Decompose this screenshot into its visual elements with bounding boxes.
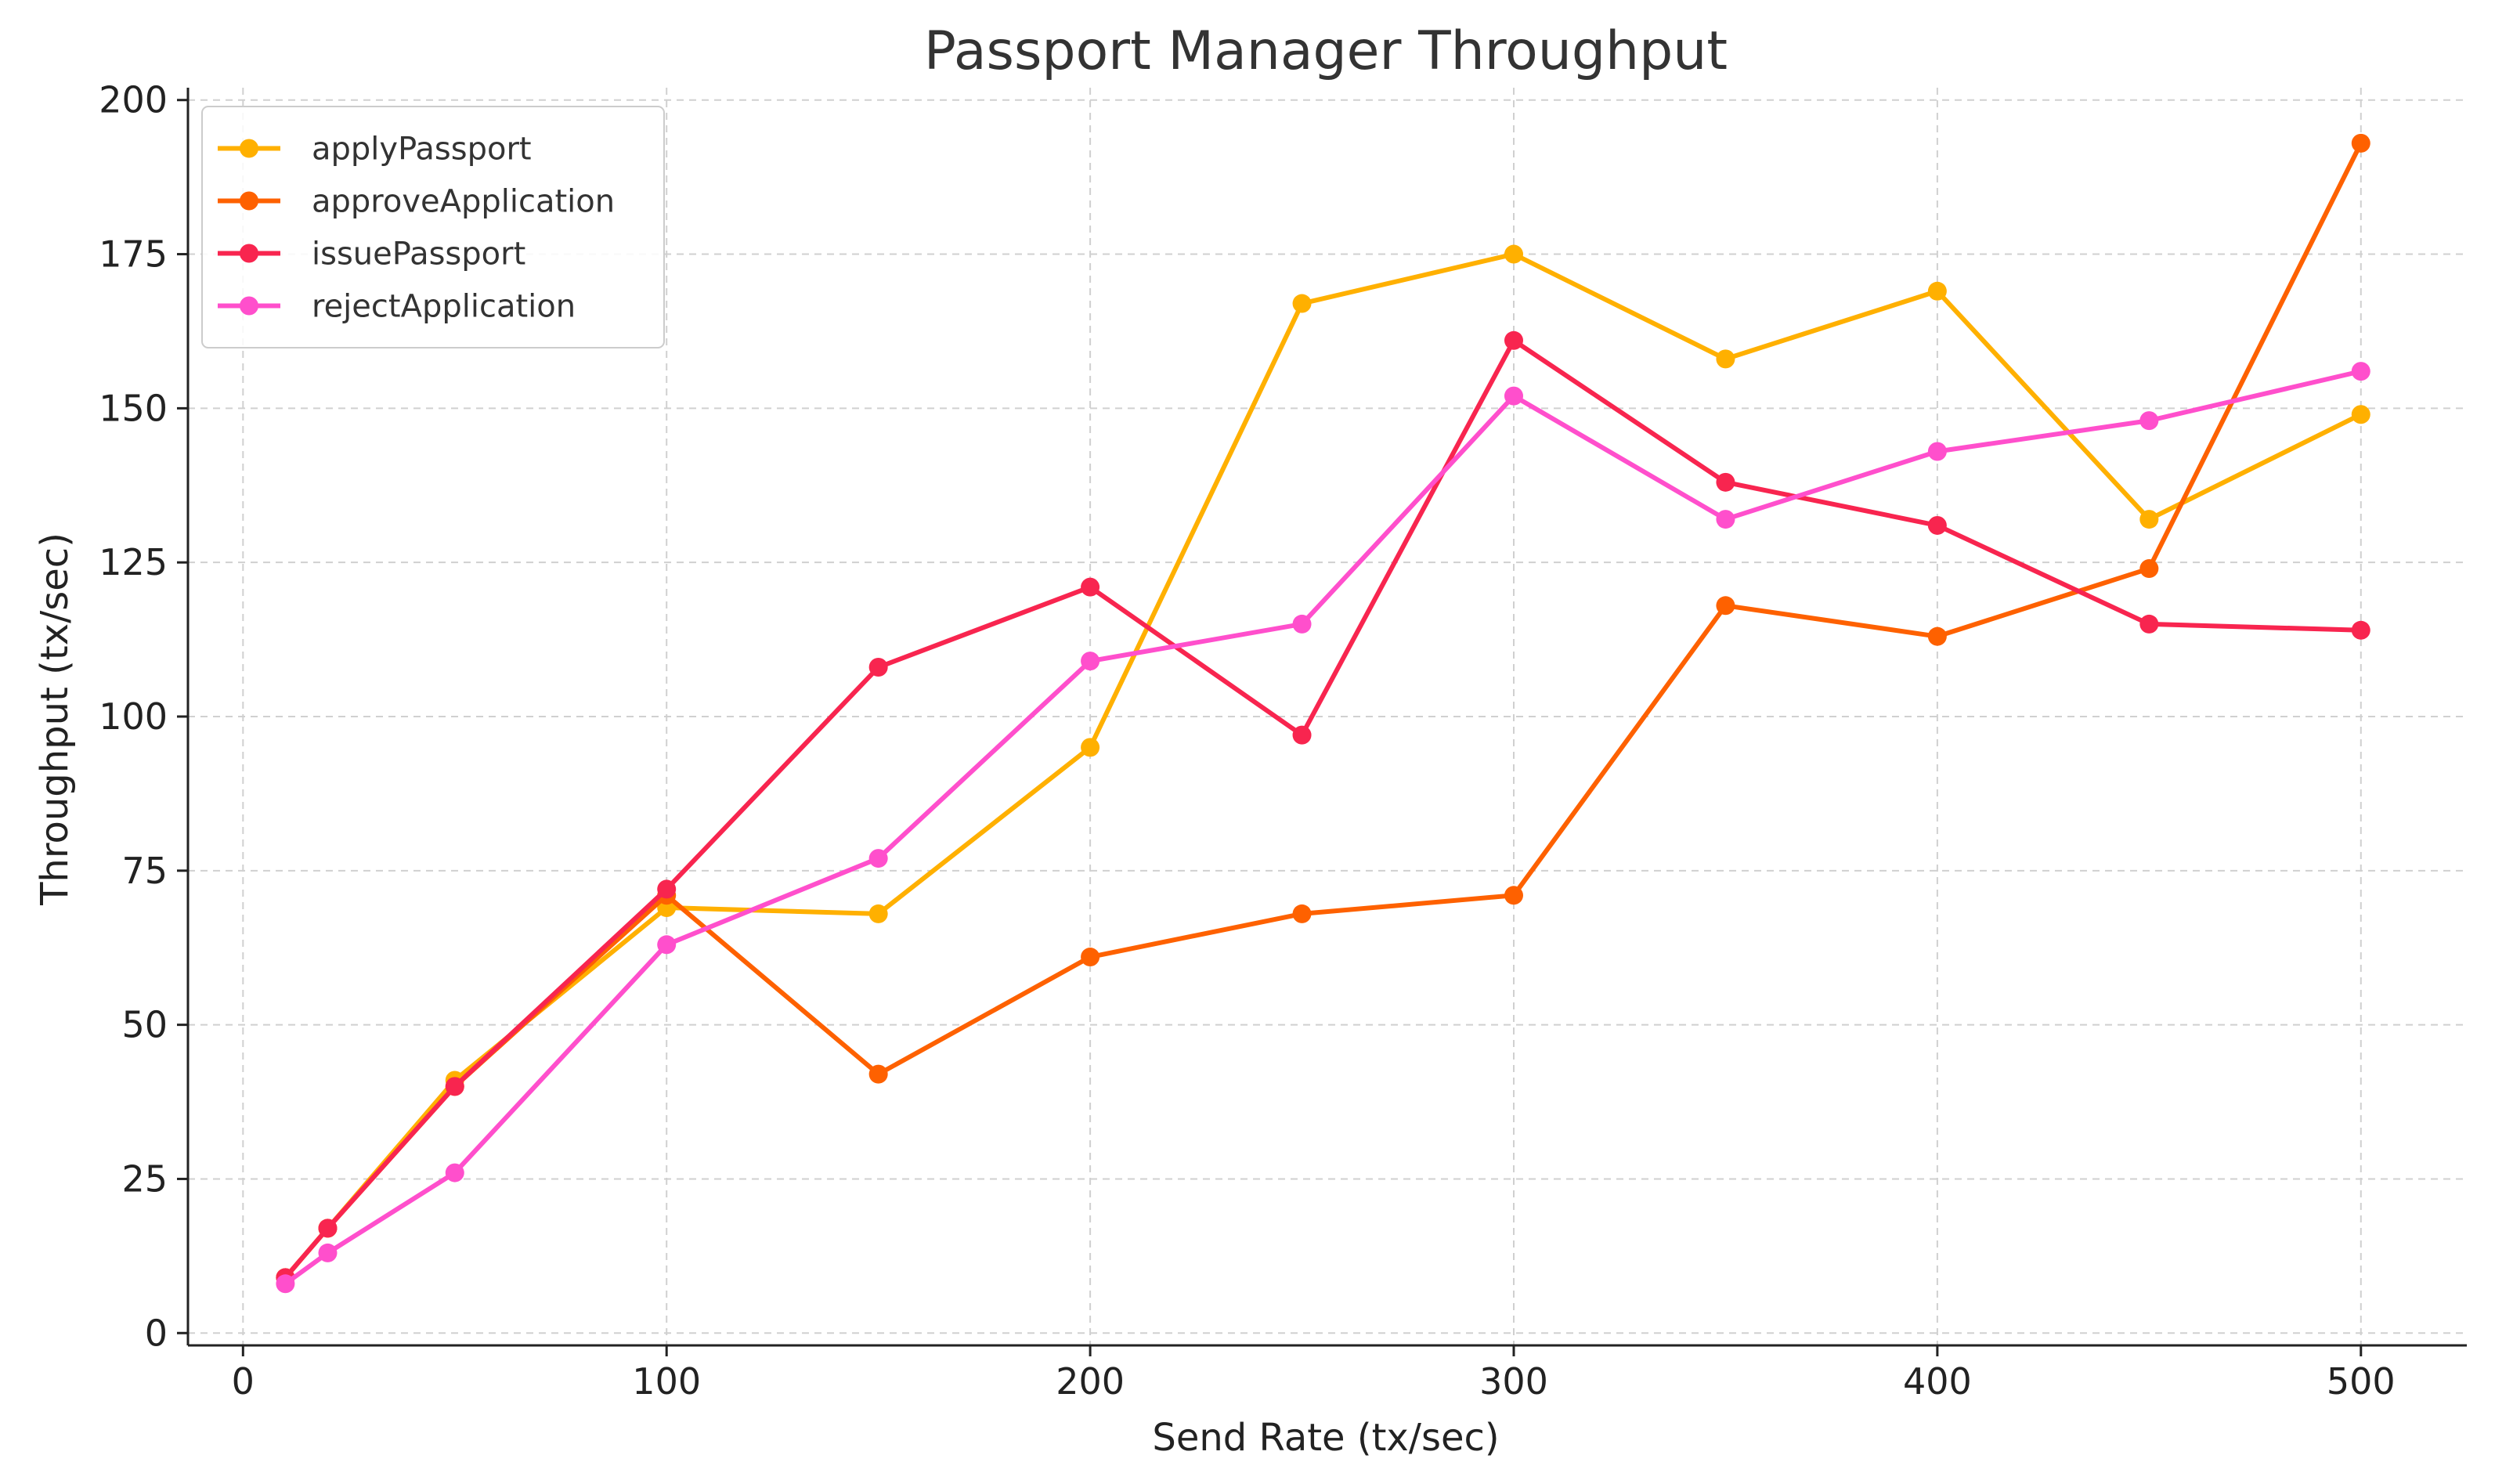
data-point	[445, 1163, 464, 1183]
x-tick-label: 500	[2327, 1360, 2396, 1403]
data-point	[445, 1077, 464, 1096]
y-tick-label: 75	[121, 850, 168, 892]
data-point	[318, 1219, 338, 1238]
legend-item: approveApplication	[218, 184, 615, 220]
data-point	[1081, 948, 1100, 967]
data-point	[318, 1243, 338, 1262]
data-point	[1927, 626, 1947, 646]
data-point	[868, 658, 888, 677]
series-issuePassport	[276, 330, 2370, 1287]
y-tick-label: 200	[99, 79, 168, 121]
chart-title: Passport Manager Throughput	[924, 20, 1728, 82]
legend-swatch-marker	[240, 139, 258, 158]
data-point	[2139, 510, 2159, 529]
data-point	[2139, 614, 2159, 634]
data-point	[1292, 904, 1312, 923]
data-point	[2351, 362, 2370, 381]
legend-item: issuePassport	[218, 237, 525, 273]
data-point	[868, 1064, 888, 1084]
series-rejectApplication	[276, 362, 2370, 1294]
data-point	[1504, 244, 1523, 264]
legend-swatch-marker	[240, 191, 258, 211]
data-point	[657, 935, 677, 955]
data-point	[1081, 738, 1100, 757]
grid	[188, 88, 2467, 1345]
y-tick-label: 50	[121, 1004, 168, 1046]
series-line	[283, 369, 2362, 1286]
legend: applyPassport approveApplication issuePass…	[201, 106, 665, 348]
legend-label: rejectApplication	[312, 289, 576, 325]
y-axis-label: Throughput (tx/sec)	[33, 533, 77, 906]
y-tick-label: 0	[145, 1312, 168, 1354]
data-point	[1716, 596, 1735, 616]
legend-box	[201, 106, 665, 348]
data-point	[2351, 620, 2370, 640]
y-tick-label: 150	[99, 387, 168, 429]
x-axis-label: Send Rate (tx/sec)	[1152, 1416, 1499, 1460]
data-point	[2139, 411, 2159, 431]
data-point	[1927, 515, 1947, 535]
data-point	[868, 904, 888, 923]
data-point	[1716, 510, 1735, 529]
y-tick-label: 175	[99, 233, 168, 276]
data-point	[1716, 349, 1735, 369]
x-tick-label: 0	[232, 1360, 255, 1403]
data-point	[1504, 330, 1523, 350]
data-point	[1504, 886, 1523, 905]
data-point	[2351, 133, 2370, 153]
y-tick-label: 100	[99, 695, 168, 738]
y-tick-label: 125	[99, 541, 168, 583]
x-tick-label: 400	[1903, 1360, 1972, 1403]
data-point	[1927, 442, 1947, 461]
data-point	[1292, 294, 1312, 313]
legend-swatch-marker	[240, 244, 258, 263]
legend-item: applyPassport	[218, 132, 532, 168]
legend-label: approveApplication	[312, 184, 615, 220]
legend-item: rejectApplication	[218, 289, 576, 325]
y-tick-label: 25	[121, 1157, 168, 1200]
legend-label: applyPassport	[312, 132, 532, 168]
data-point	[1292, 614, 1312, 634]
data-point	[868, 849, 888, 868]
data-point	[1081, 652, 1100, 671]
legend-label: issuePassport	[312, 237, 525, 273]
series-layer	[276, 133, 2370, 1294]
ticks: 0 100 200 300 400 500 0 25 50 75 100 125 150 175 200	[99, 79, 2395, 1403]
data-point	[2139, 559, 2159, 579]
x-tick-label: 100	[632, 1360, 701, 1403]
x-tick-label: 300	[1479, 1360, 1548, 1403]
data-point	[657, 879, 677, 899]
series-line	[283, 338, 2361, 1280]
data-point	[1504, 386, 1523, 406]
data-point	[276, 1274, 295, 1294]
data-point	[2351, 405, 2370, 424]
series-line	[283, 251, 2363, 1280]
data-point	[1292, 725, 1312, 745]
legend-swatch-marker	[240, 296, 258, 316]
x-tick-label: 200	[1056, 1360, 1125, 1403]
data-point	[1927, 281, 1947, 301]
data-point	[1716, 472, 1735, 492]
data-point	[1081, 577, 1100, 597]
series-applyPassport	[276, 244, 2370, 1287]
